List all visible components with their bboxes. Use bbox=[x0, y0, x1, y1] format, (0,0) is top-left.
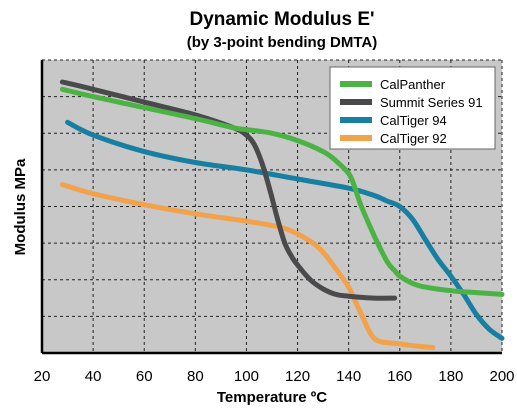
x-tick-label: 40 bbox=[85, 368, 102, 385]
x-tick-label: 120 bbox=[285, 368, 310, 385]
series-line-3 bbox=[59, 182, 436, 350]
legend-box bbox=[329, 66, 496, 150]
x-tick-label: 20 bbox=[34, 368, 51, 385]
legend-label: CalTiger 92 bbox=[380, 131, 447, 146]
x-tick-label: 140 bbox=[336, 368, 361, 385]
x-tick-label: 200 bbox=[489, 368, 514, 385]
legend-label: Summit Series 91 bbox=[380, 95, 483, 110]
chart-title: Dynamic Modulus E' bbox=[189, 9, 374, 30]
x-tick-label: 100 bbox=[234, 368, 259, 385]
series-lines bbox=[59, 79, 505, 350]
x-tick-label: 60 bbox=[136, 368, 153, 385]
series-line-1 bbox=[59, 79, 398, 301]
x-tick-labels: 20 40 60 80 100 120 140 160 180 200 bbox=[34, 368, 515, 385]
legend: CalPanther Summit Series 91 CalTiger 94 Cal… bbox=[329, 66, 496, 150]
x-tick-label: 180 bbox=[438, 368, 463, 385]
x-tick-label: 160 bbox=[387, 368, 412, 385]
series-line-2 bbox=[65, 119, 505, 341]
legend-label: CalPanther bbox=[380, 77, 446, 92]
chart-subtitle: (by 3-point bending DMTA) bbox=[187, 34, 378, 51]
legend-label: CalTiger 94 bbox=[380, 113, 447, 128]
y-axis-label: Modulus MPa bbox=[12, 158, 29, 255]
series-line-0 bbox=[59, 86, 505, 297]
x-axis-label: Temperature ºC bbox=[217, 389, 327, 406]
x-tick-label: 80 bbox=[187, 368, 204, 385]
